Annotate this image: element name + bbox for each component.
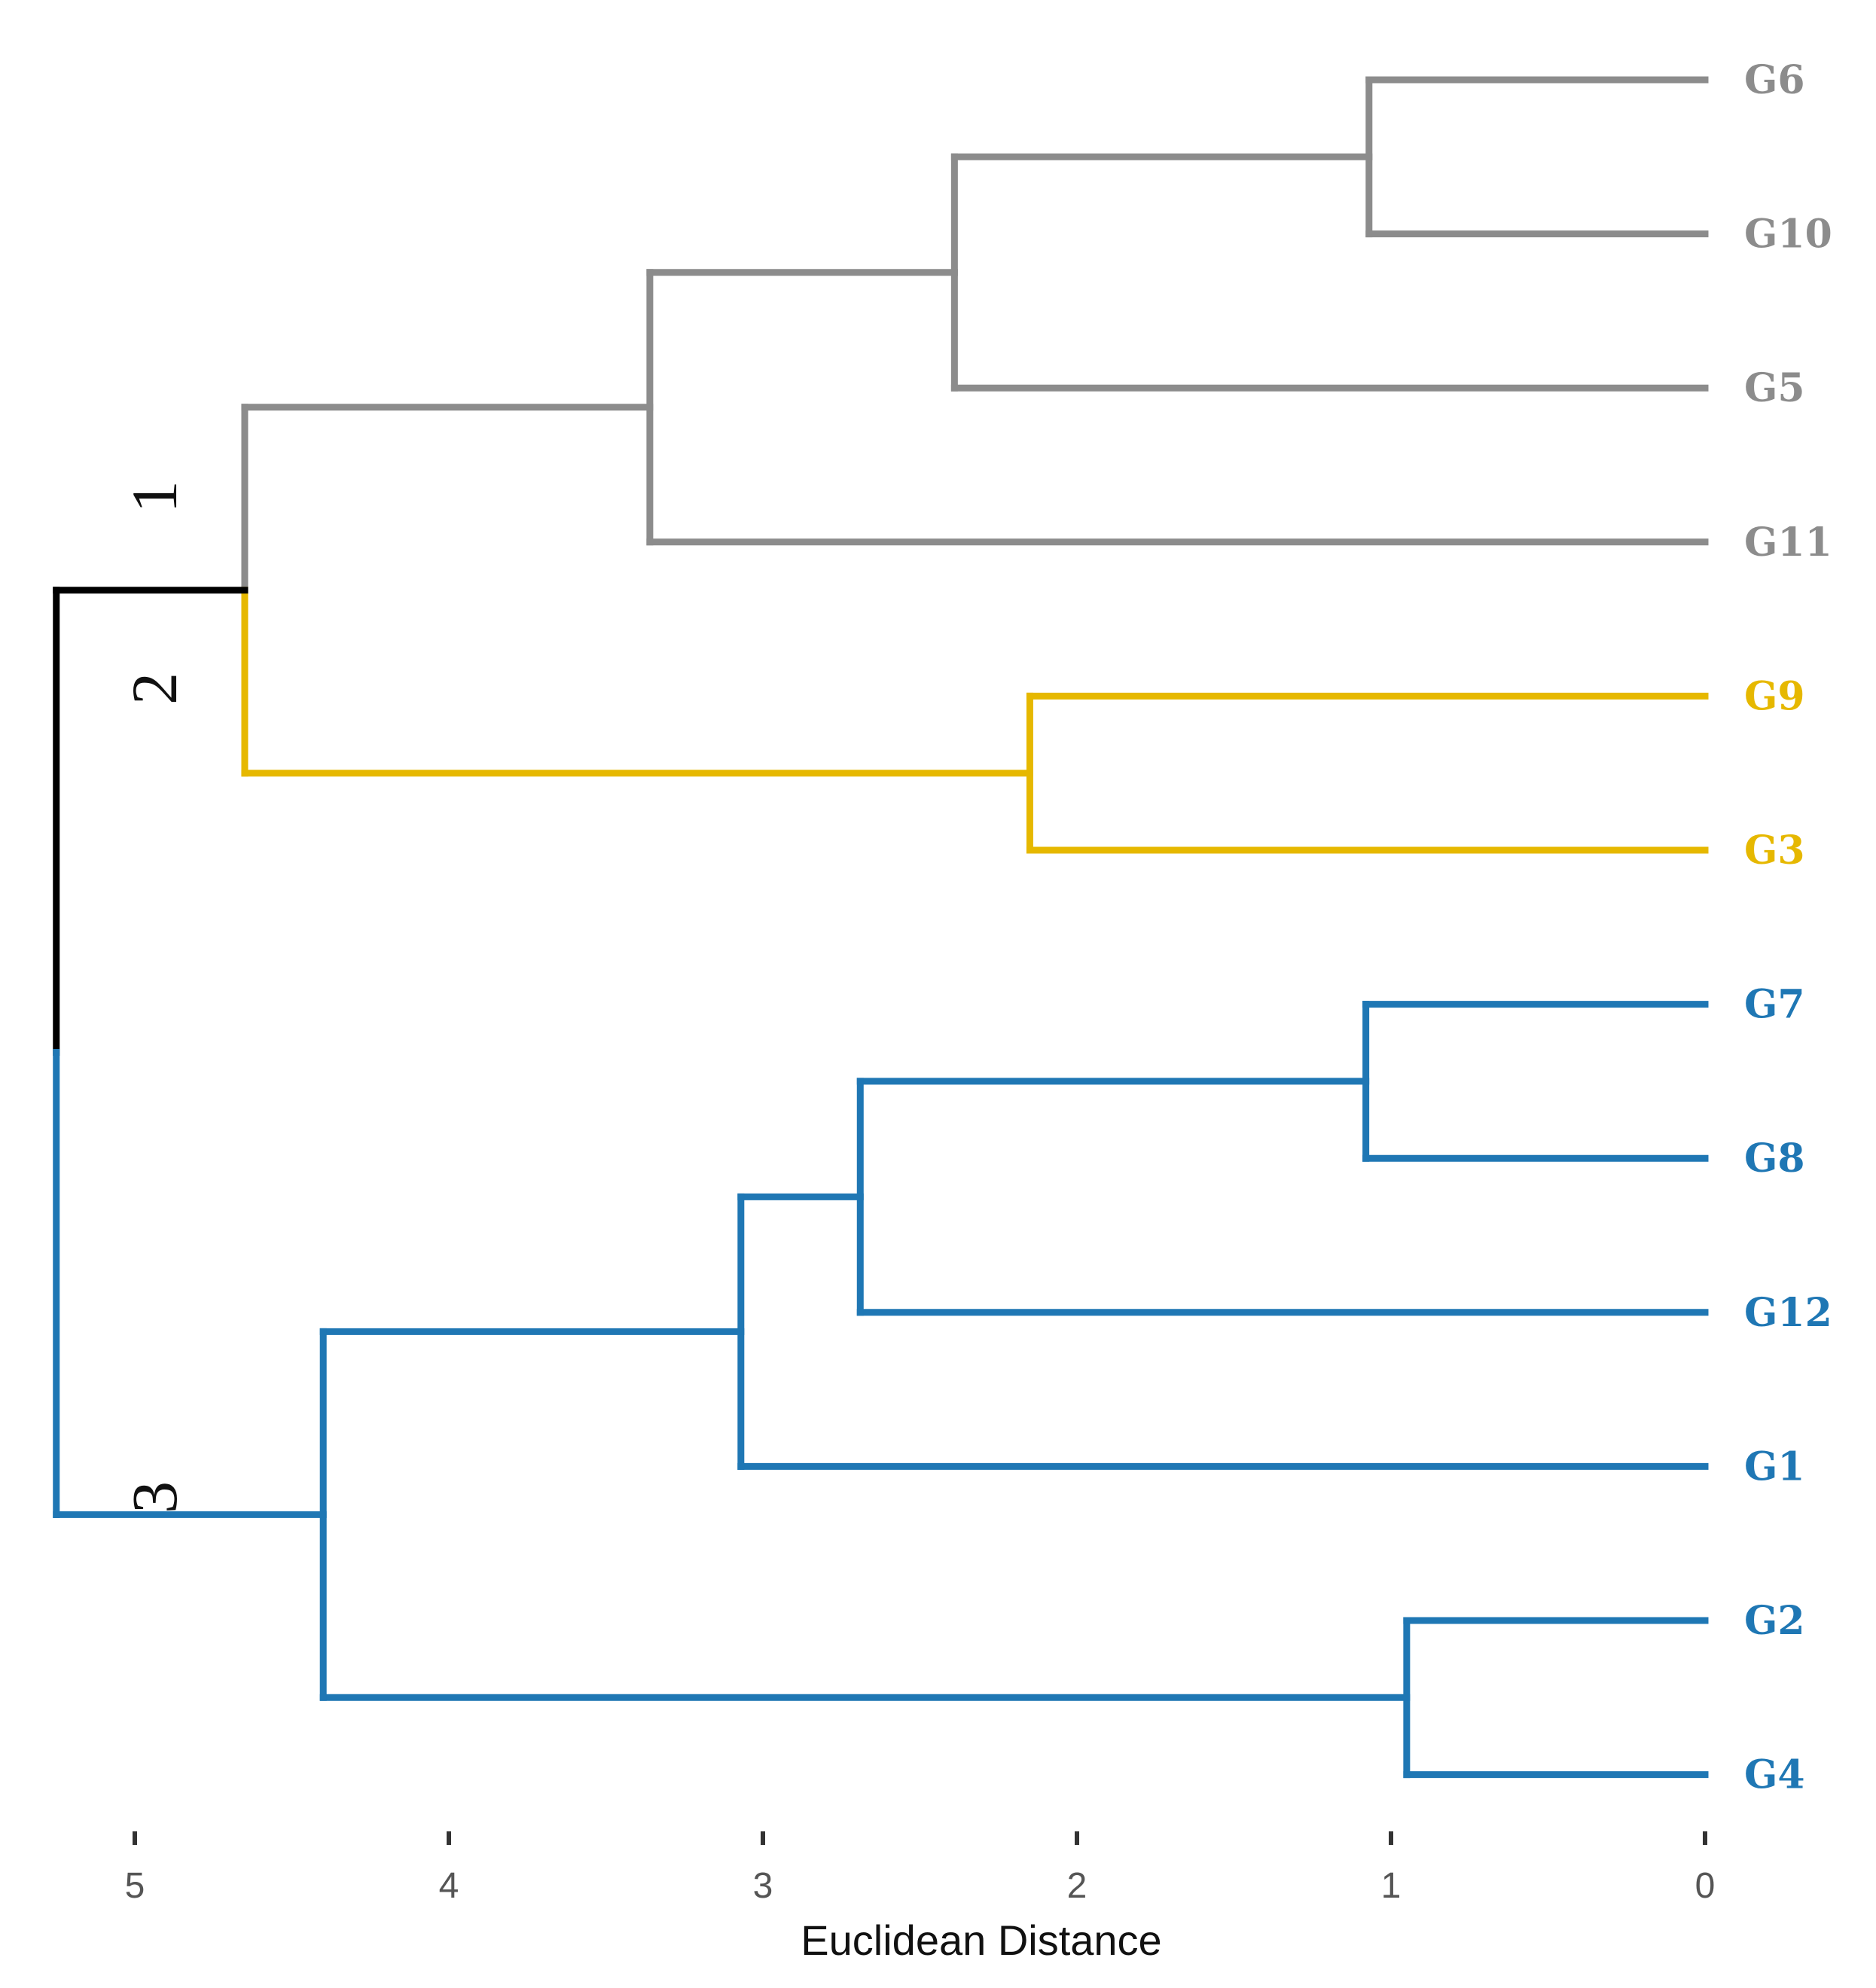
leaf-label-g11: G11 [1744, 520, 1832, 566]
cluster-number-2: 2 [118, 672, 191, 705]
leaf-label-g6: G6 [1744, 57, 1805, 103]
leaf-label-g9: G9 [1744, 673, 1805, 719]
leaf-labels: G6 G10 G5 G11 G9 G3 G7 G8 G12 G1 G2 G4 [1744, 57, 1832, 1798]
leaf-label-g7: G7 [1744, 982, 1805, 1028]
x-tick-label-2: 2 [1067, 1866, 1087, 1906]
leaf-label-g5: G5 [1744, 365, 1805, 411]
leaf-label-g1: G1 [1744, 1444, 1805, 1489]
leaf-label-g8: G8 [1744, 1136, 1805, 1182]
x-tick-label-5: 5 [125, 1866, 145, 1906]
x-tick-label-3: 3 [753, 1866, 773, 1906]
x-axis: 5 4 3 2 1 0 [125, 1831, 1716, 1906]
x-axis-title: Euclidean Distance [801, 1916, 1161, 1964]
cluster-number-1: 1 [118, 480, 191, 513]
leaf-label-g4: G4 [1744, 1752, 1805, 1798]
leaf-label-g2: G2 [1744, 1598, 1805, 1644]
leaf-label-g10: G10 [1744, 212, 1832, 258]
cluster-number-3: 3 [118, 1481, 191, 1514]
dendrogram-branches [53, 76, 1709, 1779]
x-tick-label-1: 1 [1381, 1866, 1402, 1906]
x-tick-label-0: 0 [1695, 1866, 1716, 1906]
x-tick-label-4: 4 [439, 1866, 459, 1906]
leaf-label-g12: G12 [1744, 1290, 1832, 1336]
leaf-label-g3: G3 [1744, 828, 1805, 874]
cluster-number-labels: 1 2 3 [118, 480, 191, 1514]
